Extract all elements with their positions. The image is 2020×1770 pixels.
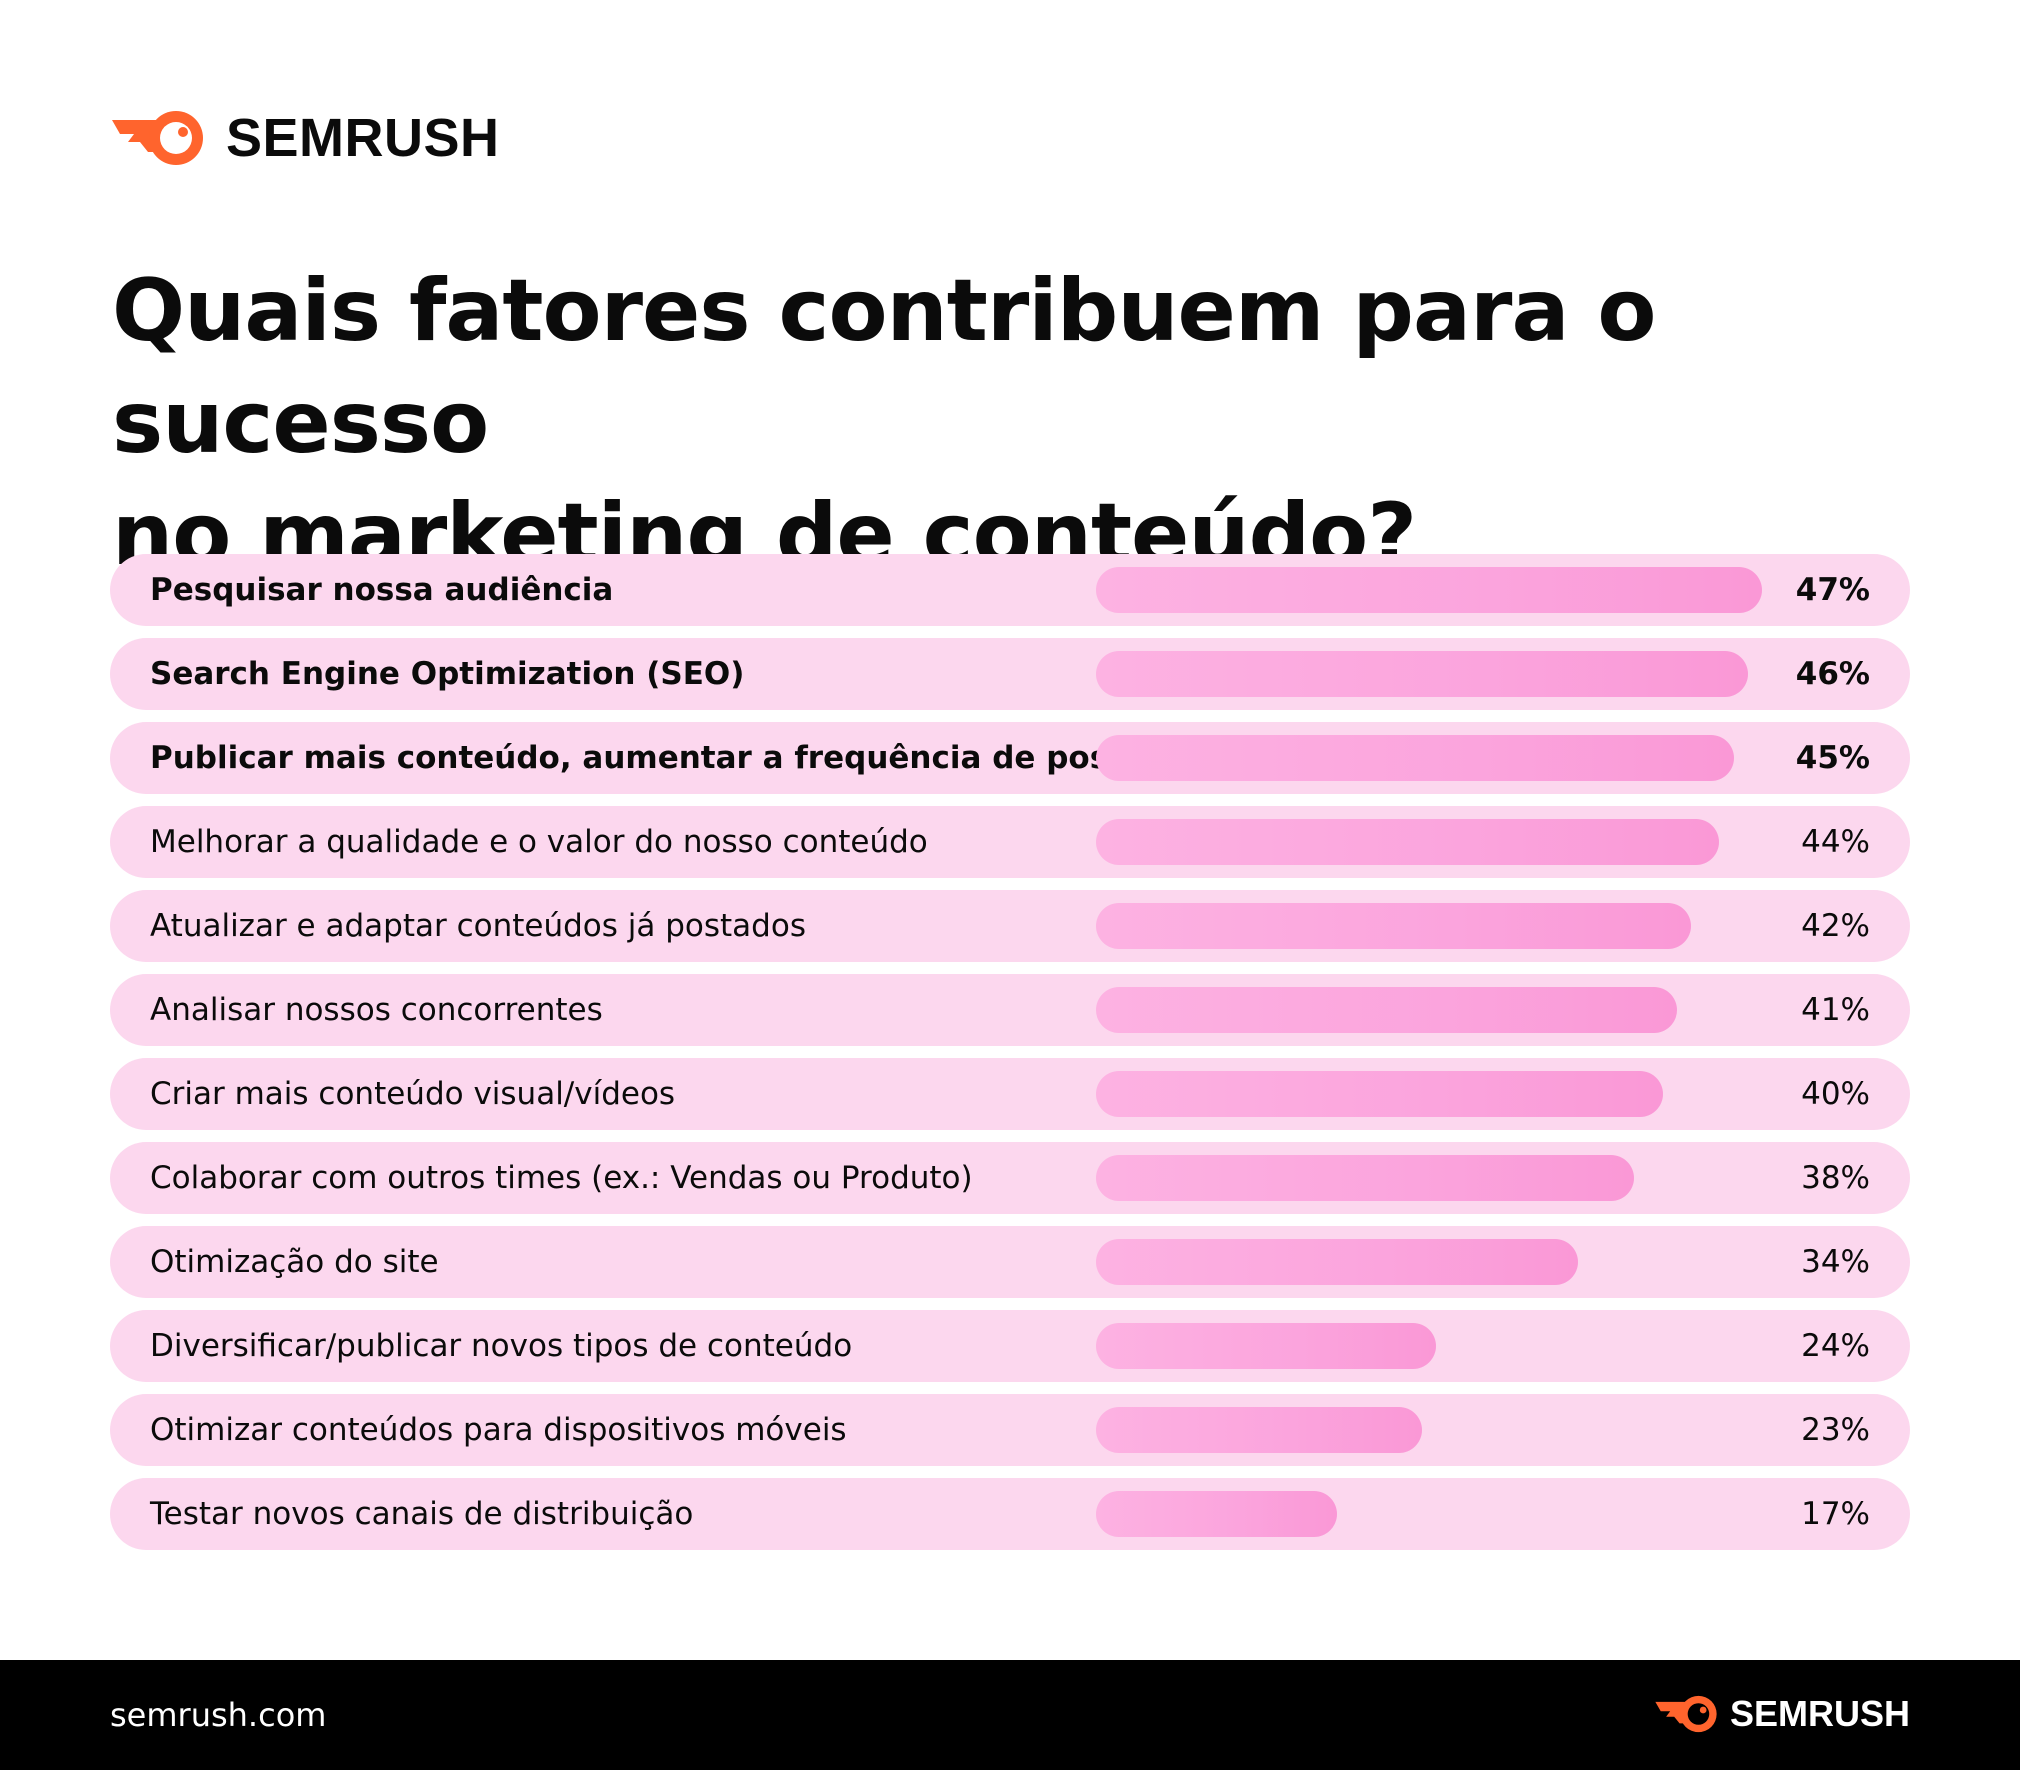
footer-semrush-logo: SEMRUSH (1654, 1693, 1910, 1735)
chart-row: Pesquisar nossa audiência 47% (110, 554, 1910, 626)
bar (1096, 651, 1748, 697)
value-label: 40% (1801, 1076, 1870, 1112)
bar (1096, 903, 1692, 949)
value-label: 42% (1801, 908, 1870, 944)
value-label: 23% (1801, 1412, 1870, 1448)
category-label: Atualizar e adaptar conteúdos já postado… (150, 908, 806, 944)
footer: semrush.com SEMRUSH (0, 1660, 2020, 1770)
bar (1096, 735, 1734, 781)
bar (1096, 1239, 1578, 1285)
brand-name: SEMRUSH (226, 108, 500, 168)
bar (1096, 819, 1720, 865)
chart-row: Otimização do site 34% (110, 1226, 1910, 1298)
footer-brand-name: SEMRUSH (1729, 1693, 1910, 1734)
chart-row: Diversificar/publicar novos tipos de con… (110, 1310, 1910, 1382)
chart-row: Melhorar a qualidade e o valor do nosso … (110, 806, 1910, 878)
value-label: 44% (1801, 824, 1870, 860)
chart-row: Colaborar com outros times (ex.: Vendas … (110, 1142, 1910, 1214)
value-label: 34% (1801, 1244, 1870, 1280)
category-label: Analisar nossos concorrentes (150, 992, 603, 1028)
category-label: Publicar mais conteúdo, aumentar a frequ… (150, 740, 1220, 776)
chart-title: Quais fatores contribuem para o sucesso … (112, 255, 1932, 591)
category-label: Melhorar a qualidade e o valor do nosso … (150, 824, 928, 860)
chart-row: Testar novos canais de distribuição 17% (110, 1478, 1910, 1550)
category-label: Search Engine Optimization (SEO) (150, 656, 745, 692)
value-label: 17% (1801, 1496, 1870, 1532)
category-label: Testar novos canais de distribuição (150, 1496, 694, 1532)
bar (1096, 567, 1762, 613)
chart-row: Atualizar e adaptar conteúdos já postado… (110, 890, 1910, 962)
value-label: 46% (1795, 656, 1870, 692)
chart-row: Search Engine Optimization (SEO) 46% (110, 638, 1910, 710)
chart-title-line1: Quais fatores contribuem para o sucesso (112, 261, 1656, 473)
bar (1096, 1155, 1635, 1201)
value-label: 24% (1801, 1328, 1870, 1364)
semrush-logo: SEMRUSH (110, 108, 500, 168)
category-label: Diversificar/publicar novos tipos de con… (150, 1328, 853, 1364)
footer-url: semrush.com (110, 1696, 327, 1734)
category-label: Otimização do site (150, 1244, 439, 1280)
chart-row: Publicar mais conteúdo, aumentar a frequ… (110, 722, 1910, 794)
chart-row: Criar mais conteúdo visual/vídeos 40% (110, 1058, 1910, 1130)
bar (1096, 1407, 1422, 1453)
category-label: Criar mais conteúdo visual/vídeos (150, 1076, 676, 1112)
value-label: 38% (1801, 1160, 1870, 1196)
value-label: 45% (1795, 740, 1870, 776)
semrush-fireball-icon (1655, 1695, 1717, 1733)
value-label: 47% (1795, 572, 1870, 608)
semrush-fireball-icon (112, 111, 203, 165)
chart-row: Analisar nossos concorrentes 41% (110, 974, 1910, 1046)
bar (1096, 987, 1677, 1033)
category-label: Colaborar com outros times (ex.: Vendas … (150, 1160, 973, 1196)
bar (1096, 1323, 1437, 1369)
value-label: 41% (1801, 992, 1870, 1028)
bar-chart: Pesquisar nossa audiência 47% Search Engin… (110, 554, 1910, 1562)
category-label: Pesquisar nossa audiência (150, 572, 614, 608)
chart-row: Otimizar conteúdos para dispositivos móv… (110, 1394, 1910, 1466)
category-label: Otimizar conteúdos para dispositivos móv… (150, 1412, 847, 1448)
bar (1096, 1491, 1337, 1537)
bar (1096, 1071, 1663, 1117)
